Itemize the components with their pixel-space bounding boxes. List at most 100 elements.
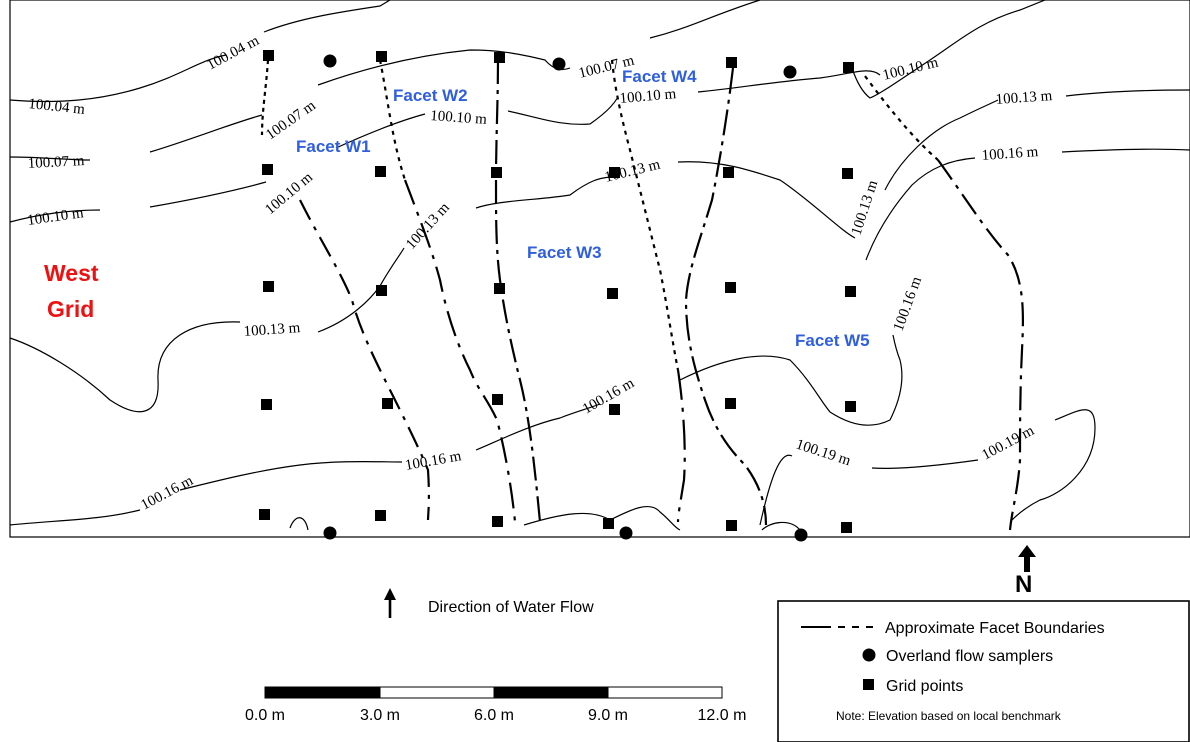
contour-label: 100.16 m: [981, 144, 1039, 164]
contour-line-100.16-west: [9, 334, 903, 526]
contour-label: 100.19 m: [794, 437, 853, 470]
grid-point: [494, 52, 505, 63]
scale-segment: [379, 686, 495, 699]
grid-point: [492, 516, 503, 527]
contour-label: 100.07 m: [27, 153, 85, 172]
facet-boundary: [260, 59, 270, 136]
flow-sampler: [783, 65, 797, 79]
facet-boundary: [937, 159, 1024, 531]
contour-line-100.19: [759, 409, 1096, 526]
contour-label: 100.16 m: [580, 375, 637, 417]
contour-line-bottom: [289, 506, 801, 531]
flow-sampler: [552, 57, 566, 71]
map-frame: [9, 0, 1190, 538]
contour-line-100.13-east: [884, 89, 1190, 191]
contour-label: 100.19 m: [979, 423, 1037, 464]
facet-boundary: [299, 199, 430, 521]
grid-point: [726, 520, 737, 531]
grid-point: [382, 398, 393, 409]
grid-point: [375, 510, 386, 521]
water-flow-indicator: Direction of Water Flow: [384, 588, 594, 618]
contour-label: 100.10 m: [881, 55, 940, 84]
contour-label: 100.16 m: [138, 473, 196, 514]
contour-label: 100.04 m: [204, 33, 262, 74]
grid-point: [491, 167, 502, 178]
grid-point: [609, 404, 620, 415]
facet-label-w4: Facet W4: [622, 67, 697, 86]
grid-points: [259, 50, 856, 533]
legend-boundaries-label: Approximate Facet Boundaries: [885, 620, 1105, 637]
flow-sampler: [794, 528, 808, 542]
grid-title-line1: West: [44, 260, 99, 286]
contour-label: 100.10 m: [26, 205, 85, 229]
flow-sampler: [323, 526, 337, 540]
grid-title-line2: Grid: [47, 296, 94, 322]
grid-point: [494, 283, 505, 294]
scale-tick-label: 9.0 m: [588, 707, 628, 724]
contour-label: 100.16 m: [404, 448, 463, 474]
grid-point: [725, 282, 736, 293]
contour-label: 100.10 m: [430, 108, 488, 128]
legend-sampler-symbol: [862, 648, 876, 662]
north-arrow-head: [1018, 545, 1036, 572]
flow-sampler: [323, 54, 337, 68]
facet-label-w1: Facet W1: [296, 137, 371, 156]
contour-line-100.07-west: [9, 0, 761, 161]
facet-label-w5: Facet W5: [795, 331, 870, 350]
facet-boundary: [610, 59, 680, 371]
arrow-up-icon: [384, 588, 396, 618]
contour-label: 100.10 m: [262, 169, 316, 218]
grid-point: [263, 50, 274, 61]
facet-labels: Facet W1 Facet W2 Facet W3 Facet W4 Face…: [296, 67, 870, 350]
grid-point: [263, 281, 274, 292]
overland-flow-samplers: [323, 54, 808, 542]
contour-lines: [9, 0, 1190, 531]
grid-point: [845, 286, 856, 297]
grid-point: [726, 57, 737, 68]
scale-segment: [607, 686, 723, 699]
contour-label: 100.04 m: [28, 96, 86, 118]
contour-line-100.10-east: [851, 0, 1046, 99]
contour-label: 100.13 m: [603, 157, 662, 186]
facet-boundary: [684, 67, 768, 526]
legend-box: [777, 600, 1190, 742]
grid-point: [492, 394, 503, 405]
grid-point: [262, 164, 273, 175]
grid-point: [843, 62, 854, 73]
grid-point: [842, 168, 853, 179]
legend: Approximate Facet Boundaries Overland fl…: [777, 600, 1190, 742]
grid-point: [603, 518, 614, 529]
contour-label: 100.13 m: [995, 88, 1053, 108]
contour-line-100.04: [9, 0, 391, 103]
facet-boundary: [403, 179, 517, 523]
water-flow-label: Direction of Water Flow: [428, 599, 594, 616]
contour-label: 100.13 m: [243, 320, 301, 340]
grid-point: [845, 401, 856, 412]
scale-tick-label: 3.0 m: [360, 707, 400, 724]
facet-boundary: [378, 59, 407, 181]
scale-segment: [493, 686, 609, 699]
facet-boundary: [676, 369, 686, 523]
contour-label: 100.10 m: [619, 86, 677, 107]
grid-point: [376, 285, 387, 296]
grid-point: [259, 509, 270, 520]
north-label: N: [1015, 571, 1032, 598]
contour-label: 100.13 m: [849, 178, 882, 237]
contour-line-100.16-east: [865, 148, 1190, 261]
legend-samplers-label: Overland flow samplers: [886, 648, 1053, 665]
facet-boundary: [864, 75, 939, 161]
grid-point: [261, 399, 272, 410]
scale-tick-label: 0.0 m: [245, 707, 285, 724]
legend-note: Note: Elevation based on local benchmark: [836, 709, 1062, 723]
scale-segment: [264, 686, 381, 699]
scale-tick-label: 12.0 m: [698, 707, 747, 724]
grid-point: [725, 398, 736, 409]
grid-point: [376, 51, 387, 62]
grid-point: [723, 167, 734, 178]
facet-boundary: [494, 59, 542, 523]
facet-boundaries: [260, 59, 1024, 531]
legend-grid-points-label: Grid points: [886, 678, 963, 695]
legend-grid-point-symbol: [863, 679, 874, 690]
contour-labels: 100.04 m 100.04 m 100.07 m 100.07 m 100.…: [26, 33, 1053, 514]
